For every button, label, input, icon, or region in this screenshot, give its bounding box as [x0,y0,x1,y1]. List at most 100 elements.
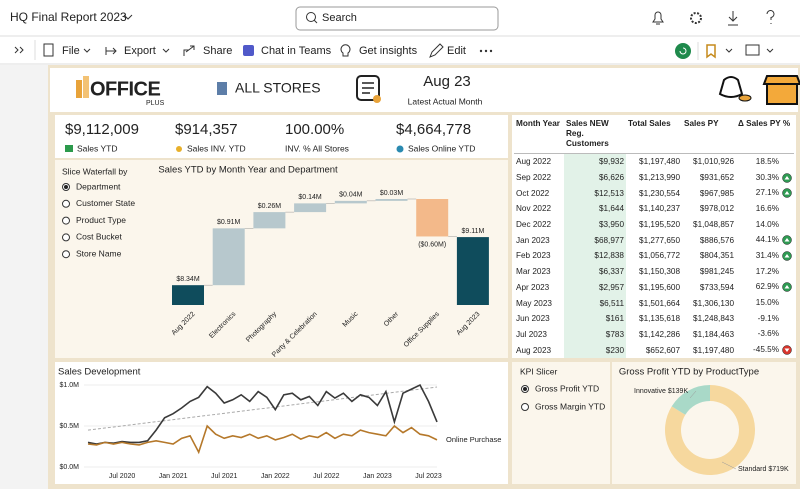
cell-text: $6,511 [599,298,624,308]
radio-button[interactable] [521,403,529,411]
radio-label[interactable]: Customer State [76,198,135,208]
chevron[interactable] [766,48,774,53]
chevron[interactable] [725,48,733,53]
table-cell: Mar 2023 [514,264,564,280]
waterfall-panel [55,160,508,358]
trend-icon [782,172,792,183]
search-box[interactable] [295,6,499,31]
share-icon [183,45,195,56]
settings-icon[interactable] [690,12,702,24]
table-row: Aug 2022 $9,932 $1,197,480 $1,010,926 18.5% [514,153,794,170]
table-cell: Jul 2023 [514,327,564,343]
radio-label[interactable]: Store Name [76,248,122,258]
radio-button[interactable] [62,216,70,225]
view-icon[interactable] [745,44,760,56]
calendar-icon [356,75,380,101]
cell-text: $1,184,463 [693,329,734,339]
cell-text: 62.9% [755,282,779,292]
more-icon[interactable] [479,49,483,53]
cell-text: Feb 2023 [516,251,551,261]
table-row: Oct 2022 $12,513 $1,230,554 $967,985 27.1% [514,185,794,202]
table-cell: $1,140,237 [626,201,682,217]
brand: OFFICE [90,78,160,100]
table-cell: $931,652 [682,170,736,186]
cell-text: $652,607 [645,345,680,355]
refresh-button[interactable] [675,43,691,59]
cell-text: 14.0% [755,219,779,229]
month: Aug 23 [423,73,471,90]
trend-icon [782,157,792,167]
cell-text: $783 [605,329,624,339]
toolbar-item[interactable]: Share [203,45,232,57]
column-header: Total Sales [626,117,682,154]
radio-label[interactable]: Gross Profit YTD [535,383,599,393]
table-cell: $967,985 [682,185,736,201]
shop-icon [762,75,800,105]
cell-text: Sep 2022 [516,173,552,183]
cell-text: $1,213,990 [639,173,680,183]
chevron[interactable] [162,48,170,53]
radio-label[interactable]: Product Type [76,215,126,225]
chevron[interactable] [123,14,133,20]
cell-text: Dec 2022 [516,220,552,230]
cell-text: Oct 2022 [516,188,550,198]
table-cell: $733,594 [682,280,736,296]
slicer-title: KPI Slicer [520,366,557,376]
cell-text: $981,245 [699,267,734,277]
table-cell: 62.9% [736,280,794,296]
report-title[interactable]: HQ Final Report 2023 [10,10,127,24]
table-cell: 15.0% [736,295,794,311]
store-icon [217,82,227,95]
table-cell: May 2023 [514,295,564,311]
radio-button[interactable] [62,250,70,259]
notification-icon[interactable] [652,11,664,25]
cell-text: $1,140,237 [639,204,680,214]
more-icon[interactable] [489,49,493,53]
toolbar-item[interactable]: File [62,45,80,57]
table-cell: Apr 2023 [514,280,564,296]
download-icon[interactable] [728,11,738,26]
cell-text: $1,230,554 [639,188,680,198]
table-cell: $9,932 [564,153,626,170]
radio-button[interactable] [62,199,70,208]
kpi-icon [176,146,182,152]
table-cell: $1,248,843 [682,311,736,327]
more-icon[interactable] [484,49,488,53]
radio-label[interactable]: Cost Bucket [76,232,122,242]
cell-text: Jul 2023 [516,329,547,339]
trend-icon [782,329,792,339]
expand-icon[interactable] [14,46,24,54]
value-label: ($0.60M) [418,241,446,248]
cell-text: $2,957 [598,282,624,292]
table-cell: $1,277,650 [626,232,682,248]
cell-text: 27.1% [755,188,779,198]
bookmark-icon[interactable] [706,44,716,59]
chart-title: Sales Development [58,367,141,378]
cell-text: $12,838 [594,251,624,261]
table-cell: $783 [564,326,626,343]
toolbar-item[interactable]: Chat in Teams [261,45,332,57]
trend-icon [782,204,792,214]
radio-button[interactable] [62,233,70,242]
slice-category: Innovative [634,388,666,395]
cell-text: Aug 2022 [516,157,552,167]
chevron[interactable] [83,48,91,53]
table-row: Jul 2023 $783 $1,142,286 $1,184,463 -3.6% [514,326,794,343]
x-tick-label: Jan 2022 [261,473,290,480]
donut-slice [671,385,710,415]
trend-icon [782,235,792,246]
table-row: Sep 2022 $6,626 $1,213,990 $931,652 30.3% [514,169,794,186]
table-cell: $1,501,664 [626,295,682,311]
search-placeholder[interactable]: Search [322,12,357,24]
toolbar-item[interactable]: Export [124,45,156,57]
toolbar-item[interactable]: Edit [447,45,466,57]
table-row: Feb 2023 $12,838 $1,056,772 $804,351 31.4% [514,248,794,264]
toolbar-item[interactable]: Get insights [359,45,418,57]
slice-category: Standard [738,466,767,473]
help-icon[interactable] [766,10,775,24]
cell-text: 30.3% [755,172,779,182]
radio-label[interactable]: Department [76,181,121,191]
radio-label[interactable]: Gross Margin YTD [535,401,605,411]
table-cell: $978,012 [682,201,736,217]
waterfall-bar [334,200,367,204]
